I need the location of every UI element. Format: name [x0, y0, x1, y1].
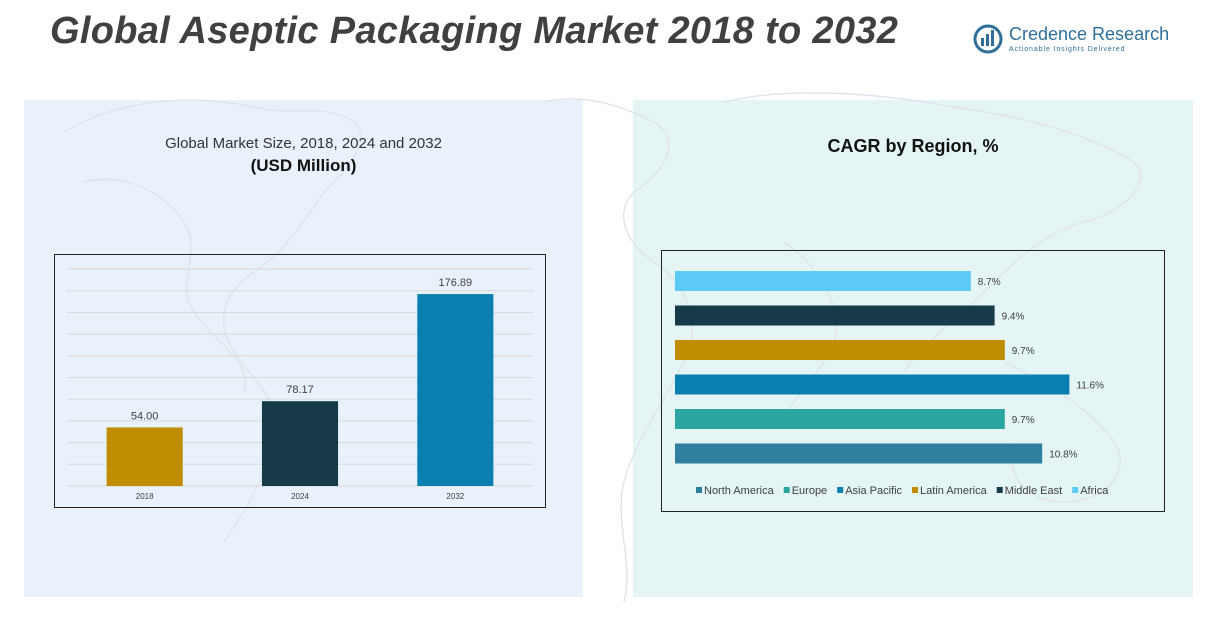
data-label-asia-pacific: 11.6% — [1076, 381, 1104, 392]
right-chart-title: CAGR by Region, % — [827, 136, 999, 156]
bar-middle-east — [675, 305, 995, 326]
data-label-2024: 78.17 — [286, 384, 314, 396]
data-label-2032: 176.89 — [439, 277, 473, 289]
tick-label-2032: 2032 — [446, 492, 464, 501]
bar-2032 — [417, 294, 494, 486]
legend-label-latin-america: Latin America — [920, 485, 988, 497]
legend-label-africa: Africa — [1080, 485, 1109, 497]
chart-legend: North America Europe Asia Pacific Latin Ame… — [696, 485, 1109, 497]
data-label-africa: 8.7% — [978, 277, 1001, 288]
market-size-bar-chart: 54.00 2018 78.17 2024 176.89 2032 — [67, 268, 533, 501]
bar-2024 — [261, 401, 339, 486]
data-label-latin-america: 9.7% — [1012, 346, 1035, 357]
brand-logo: Credence Research Actionable Insights De… — [973, 24, 1173, 58]
cagr-chart-frame: 10.8% 9.7% 11.6% 9.7% 9.4% 8.7% North America E… — [661, 250, 1165, 512]
legend-swatch-north-america — [696, 487, 702, 493]
legend-swatch-europe — [783, 487, 790, 493]
legend-label-europe: Europe — [792, 485, 827, 497]
legend-label-middle-east: Middle East — [1005, 485, 1062, 497]
data-label-north-america: 10.8% — [1049, 450, 1077, 461]
legend-label-north-america: North America — [704, 485, 775, 497]
brand-mark-icon — [973, 24, 1003, 54]
cagr-region-bar-chart: 10.8% 9.7% 11.6% 9.7% 9.4% 8.7% North America E… — [675, 271, 1109, 497]
data-label-2018: 54.00 — [131, 410, 159, 422]
legend-swatch-middle-east — [996, 487, 1003, 493]
market-size-chart-frame: 54.00 2018 78.17 2024 176.89 2032 — [54, 254, 546, 508]
page-title: Global Aseptic Packaging Market 2018 to … — [50, 10, 899, 52]
brand-tagline: Actionable Insights Delivered — [1009, 46, 1126, 53]
legend-label-asia-pacific: Asia Pacific — [845, 485, 902, 497]
bar-latin-america — [675, 340, 1005, 360]
left-chart-unit: (USD Million) — [250, 156, 357, 175]
legend-swatch-africa — [1072, 487, 1079, 493]
legend-swatch-latin-america — [912, 487, 919, 493]
data-label-middle-east: 9.4% — [1002, 312, 1025, 323]
bar-africa — [675, 271, 971, 291]
tick-label-2018: 2018 — [136, 492, 154, 501]
brand-name: Credence Research — [1009, 24, 1170, 44]
bar-europe — [675, 409, 1005, 429]
tick-label-2024: 2024 — [291, 492, 309, 501]
left-chart-title: Global Market Size, 2018, 2024 and 2032 — [165, 135, 442, 152]
bar-asia-pacific — [675, 374, 1070, 395]
legend-swatch-asia-pacific — [837, 487, 844, 493]
bar-north-america — [675, 443, 1043, 464]
data-label-europe: 9.7% — [1012, 415, 1035, 426]
bar-2018 — [106, 427, 183, 486]
